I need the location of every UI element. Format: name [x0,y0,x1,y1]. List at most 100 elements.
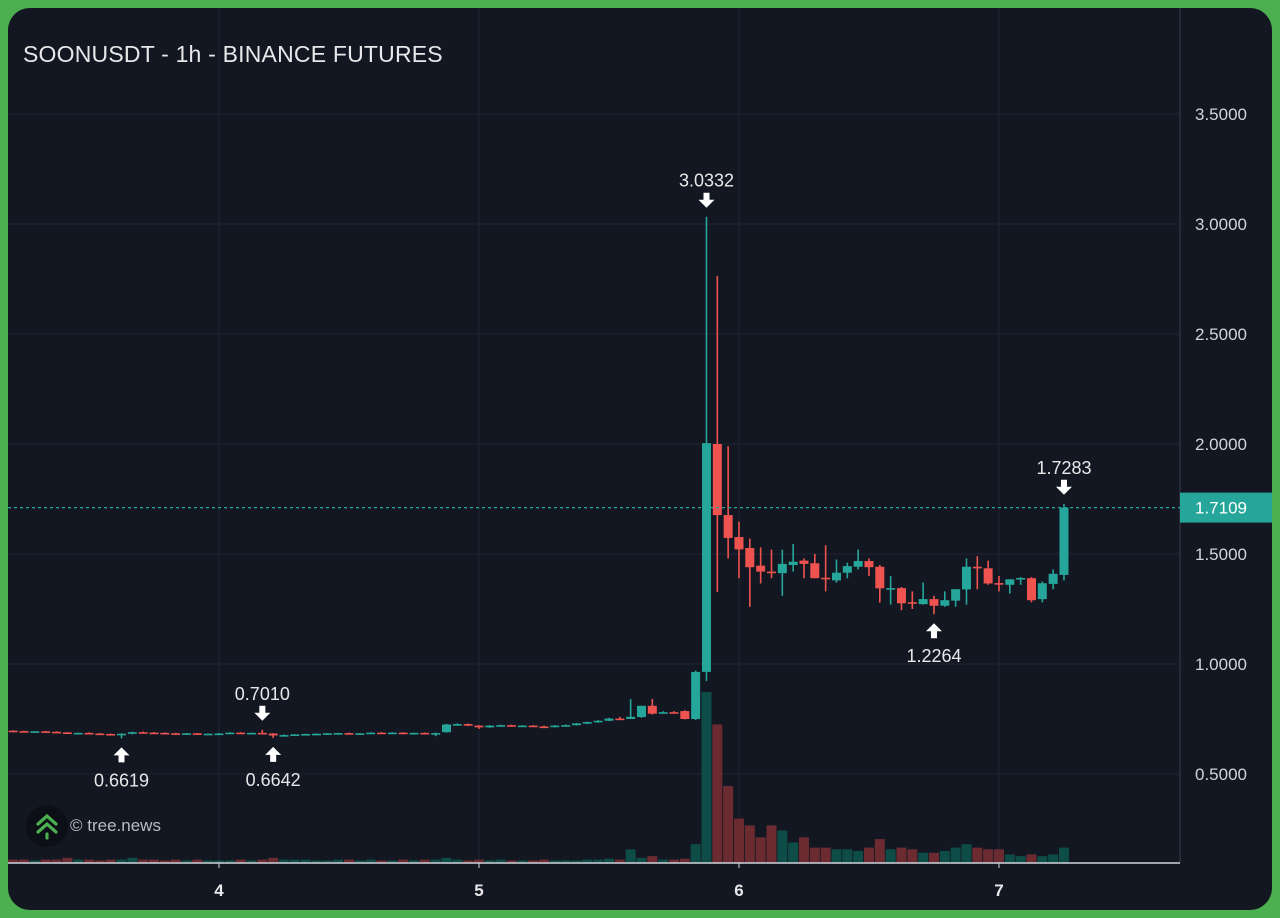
candle-up [214,733,224,736]
candle-up [940,591,950,607]
candle-body [582,722,592,724]
volume-bar-down [538,859,549,863]
volume-bar-up [571,860,582,863]
candle-up [301,733,311,736]
candle-body [766,571,776,574]
volume-bar-up [549,860,560,863]
candle-body [983,568,993,584]
candle-down [257,729,267,735]
candle-body [615,718,625,721]
candle-up [290,734,300,736]
volume-bar-up [788,842,799,863]
candle-down [821,545,831,592]
volume-bar-up [289,859,300,863]
volume-bar-down [506,860,517,863]
candle-down [84,732,94,735]
candle-body [723,515,733,538]
candle-up [1016,577,1026,585]
candle-body [171,733,181,735]
candle-body [734,537,744,550]
volume-bar-down [159,860,170,863]
volume-bar-down [755,837,766,863]
candle-down [734,521,744,579]
candle-up [279,734,289,737]
candle-body [236,732,246,735]
candle-body [528,725,538,728]
candle-body [636,705,646,718]
candle-down [1026,577,1036,603]
candle-up [409,732,419,735]
candle-down [106,733,116,736]
candle-down [528,725,538,728]
arrow-down-icon [254,705,271,721]
volume-bar-up [224,860,235,863]
candle-body [203,733,213,736]
volume-bar-up [311,860,322,863]
candle-body [474,725,484,728]
candle-body [246,732,256,735]
candle-down [506,724,516,727]
volume-bar-down [528,860,539,863]
candle-body [106,733,116,736]
candle-body [409,732,419,735]
candle-body [301,733,311,736]
high-annotation: 1.7283 [1036,458,1092,495]
candle-body [117,733,127,736]
annotation-label: 0.7010 [235,684,290,704]
candle-body [138,732,148,734]
candle-down [799,558,809,579]
candle-body [593,720,603,723]
candle-body [712,444,722,516]
volume-bar-down [19,859,30,863]
volume-bar-up [484,860,495,863]
volume-bar-down [105,859,116,863]
high-annotation: 3.0332 [679,171,734,208]
volume-bar-down [94,860,105,863]
volume-bar-down [907,849,918,863]
high-annotation: 0.7010 [235,684,290,721]
volume-bar-up [1037,856,1048,863]
volume-bar-down [268,857,279,863]
candle-body [886,588,896,590]
candle-body [84,732,94,735]
volume-bar-up [603,858,614,863]
candle-down [864,558,874,576]
volume-bar-down [733,818,744,863]
annotation-label: 3.0332 [679,171,734,191]
candle-body [355,733,365,735]
candle-body [19,731,29,733]
volume-bar-up [918,852,929,863]
volume-bar-down [863,847,874,863]
candle-body [658,712,668,714]
candle-body [701,443,711,672]
candle-up [788,544,798,572]
candle-body [561,725,571,727]
volume-bar-up [950,847,961,863]
candle-up [626,699,636,719]
candle-up [182,733,192,735]
y-tick-label: 3.5000 [1195,105,1247,124]
volume-bar-down [138,859,149,863]
candle-body [257,732,267,735]
series-group [8,216,1069,863]
candlestick-chart[interactable]: 0.5000 1.0000 1.5000 2.0000 2.5000 3.0000 3.50… [8,8,1272,910]
candle-down [344,732,354,735]
candle-body [311,733,321,736]
volume-bar-down [896,847,907,863]
volume-bar-up [127,857,138,863]
annotation-label: 1.7283 [1036,458,1091,478]
candle-down [680,710,690,720]
volume-bar-up [73,859,84,863]
candle-up [322,733,332,735]
candle-body [691,671,701,719]
volume-bar-up [214,860,224,863]
candle-body [496,725,506,727]
candle-up [203,733,213,736]
candle-down [647,698,657,715]
candle-up [333,732,343,735]
candle-body [290,734,300,736]
volume-bar-down [647,856,658,863]
candle-up [550,725,560,728]
x-tick-label: 5 [474,881,483,900]
candle-up [355,733,365,735]
